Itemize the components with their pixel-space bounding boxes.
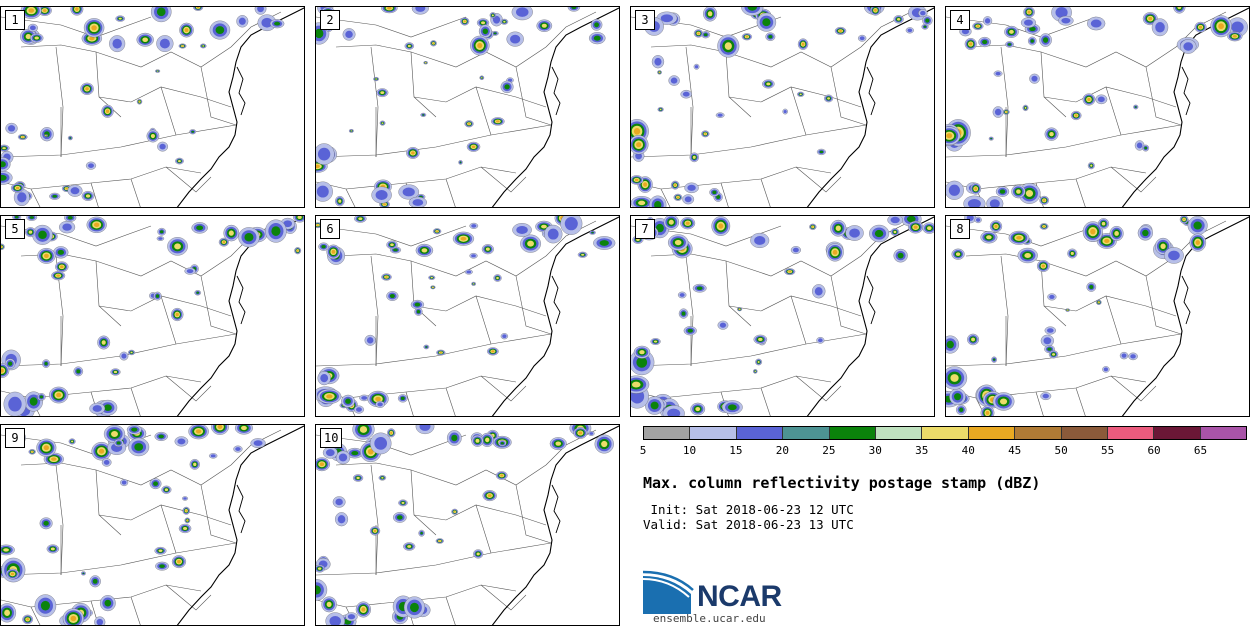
- colorbar-tick-label: 35: [915, 444, 929, 457]
- colorbar-segment: [1107, 427, 1155, 439]
- colorbar-segment: [968, 427, 1016, 439]
- panel-number: 1: [5, 10, 25, 30]
- colorbar-segment: [1154, 427, 1201, 439]
- reflectivity-colorbar: [643, 426, 1247, 440]
- map-svg: [1, 7, 304, 207]
- map-svg: [946, 216, 1249, 416]
- colorbar-segment: [690, 427, 737, 439]
- map-svg: [1, 216, 304, 416]
- panel-number: 7: [635, 219, 655, 239]
- map-panel-2: 2: [315, 6, 620, 208]
- colorbar-tick-label: 30: [868, 444, 882, 457]
- map-svg: [316, 7, 619, 207]
- map-svg: [1, 425, 304, 625]
- panel-number: 8: [950, 219, 970, 239]
- panel-number: 5: [5, 219, 25, 239]
- colorbar-segment: [922, 427, 969, 439]
- map-panel-10: 10: [315, 424, 620, 626]
- colorbar-segment: [1061, 427, 1108, 439]
- colorbar-tick-label: 5: [639, 444, 647, 457]
- map-panel-4: 4: [945, 6, 1250, 208]
- colorbar-segment: [736, 427, 784, 439]
- ncar-logo-text: NCAR: [697, 580, 782, 613]
- site-url: ensemble.ucar.edu: [653, 612, 766, 625]
- colorbar-tick-label: 40: [961, 444, 975, 457]
- map-svg: [631, 7, 934, 207]
- map-panel-1: 1: [0, 6, 305, 208]
- colorbar-ticks: 5 10 15 20 25 30 35 40 45 50 55 60 65: [639, 444, 1247, 458]
- colorbar-segment: [783, 427, 830, 439]
- colorbar-segment: [1200, 427, 1247, 439]
- init-time: Init: Sat 2018-06-23 12 UTC: [643, 502, 854, 517]
- map-panel-5: 5: [0, 215, 305, 417]
- map-svg: [316, 425, 619, 625]
- panel-number: 9: [5, 428, 25, 448]
- panel-number: 2: [320, 10, 340, 30]
- colorbar-tick-label: 65: [1193, 444, 1208, 457]
- figure-title: Max. column reflectivity postage stamp (…: [643, 474, 1041, 492]
- colorbar-segment: [644, 427, 691, 439]
- colorbar-segment: [1015, 427, 1062, 439]
- map-svg: [316, 216, 619, 416]
- colorbar-tick-label: 55: [1100, 444, 1115, 457]
- map-svg: [631, 216, 934, 416]
- panel-number: 10: [320, 428, 343, 448]
- colorbar-tick-label: 20: [775, 444, 789, 457]
- colorbar-segment: [829, 427, 876, 439]
- map-panel-3: 3: [630, 6, 935, 208]
- colorbar-tick-label: 60: [1147, 444, 1161, 457]
- panel-number: 4: [950, 10, 970, 30]
- map-panel-6: 6: [315, 215, 620, 417]
- map-svg: [946, 7, 1249, 207]
- colorbar-tick-label: 10: [682, 444, 697, 457]
- map-panel-7: 7: [630, 215, 935, 417]
- colorbar-tick-label: 15: [729, 444, 743, 457]
- colorbar-segment: [875, 427, 923, 439]
- colorbar-tick-label: 45: [1008, 444, 1022, 457]
- map-panel-8: 8: [945, 215, 1250, 417]
- colorbar-tick-label: 25: [822, 444, 836, 457]
- map-panel-9: 9: [0, 424, 305, 626]
- panel-number: 6: [320, 219, 340, 239]
- colorbar-tick-label: 50: [1054, 444, 1068, 457]
- panel-number: 3: [635, 10, 655, 30]
- valid-time: Valid: Sat 2018-06-23 13 UTC: [643, 517, 854, 532]
- ncar-logo-icon: [643, 570, 694, 614]
